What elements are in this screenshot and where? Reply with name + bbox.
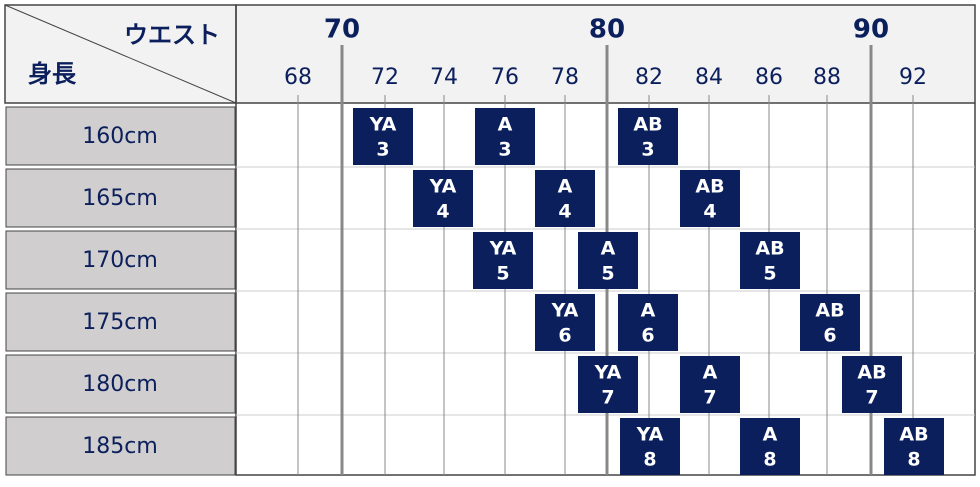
corner-diagonal xyxy=(4,4,237,104)
size-box xyxy=(842,356,902,413)
minor-tick-label: 68 xyxy=(284,65,312,90)
size-number: 5 xyxy=(763,263,776,285)
size-label: AB xyxy=(633,114,662,136)
size-label: YA xyxy=(429,176,457,198)
minor-tick-label: 72 xyxy=(371,65,399,90)
size-box xyxy=(740,232,800,289)
minor-tick-label: 78 xyxy=(551,65,579,90)
size-box xyxy=(475,108,535,165)
size-number: 5 xyxy=(496,263,509,285)
minor-tick-label: 84 xyxy=(695,65,723,90)
size-box xyxy=(413,170,473,227)
size-label: A xyxy=(641,300,656,322)
size-number: 8 xyxy=(907,449,920,471)
size-number: 6 xyxy=(558,325,571,347)
size-label: A xyxy=(601,238,616,260)
size-box xyxy=(884,418,944,475)
size-number: 4 xyxy=(558,201,571,223)
size-number: 7 xyxy=(865,387,878,409)
size-number: 7 xyxy=(703,387,716,409)
height-label: 165cm xyxy=(82,186,158,211)
height-label: 175cm xyxy=(82,310,158,335)
size-box xyxy=(535,170,595,227)
size-label: YA xyxy=(489,238,517,260)
header-bg xyxy=(5,5,975,103)
height-label: 185cm xyxy=(82,434,158,459)
height-cell xyxy=(5,168,236,228)
minor-tick-label: 86 xyxy=(755,65,783,90)
minor-tick-label: 88 xyxy=(813,65,841,90)
size-label: AB xyxy=(899,424,928,446)
height-cell xyxy=(5,292,236,352)
height-label: 160cm xyxy=(82,124,158,149)
height-label: 170cm xyxy=(82,248,158,273)
minor-tick-label: 92 xyxy=(899,65,927,90)
size-label: A xyxy=(558,176,573,198)
major-tick-label: 70 xyxy=(324,15,360,45)
size-number: 4 xyxy=(703,201,716,223)
size-label: A xyxy=(763,424,778,446)
size-number: 3 xyxy=(376,139,389,161)
size-box xyxy=(578,232,638,289)
height-cell xyxy=(5,106,236,166)
size-box xyxy=(800,294,860,351)
size-label: AB xyxy=(755,238,784,260)
size-box xyxy=(620,418,680,475)
size-label: A xyxy=(498,114,513,136)
size-number: 7 xyxy=(601,387,614,409)
height-label: 身長 xyxy=(28,60,77,88)
size-box xyxy=(578,356,638,413)
minor-tick-label: 82 xyxy=(635,65,663,90)
size-label: YA xyxy=(636,424,664,446)
size-label: AB xyxy=(857,362,886,384)
size-label: YA xyxy=(594,362,622,384)
minor-tick-label: 74 xyxy=(430,65,458,90)
size-number: 8 xyxy=(643,449,656,471)
height-cell xyxy=(5,230,236,290)
major-tick-label: 90 xyxy=(853,15,889,45)
size-number: 8 xyxy=(763,449,776,471)
size-number: 3 xyxy=(498,139,511,161)
size-label: AB xyxy=(815,300,844,322)
size-box xyxy=(535,294,595,351)
size-box xyxy=(680,170,740,227)
size-number: 3 xyxy=(641,139,654,161)
size-number: 6 xyxy=(641,325,654,347)
major-tick-label: 80 xyxy=(589,15,625,45)
size-label: A xyxy=(703,362,718,384)
size-box xyxy=(353,108,413,165)
waist-label: ウエスト xyxy=(124,21,220,49)
size-label: YA xyxy=(369,114,397,136)
size-number: 4 xyxy=(436,201,449,223)
minor-tick-label: 76 xyxy=(491,65,519,90)
size-box xyxy=(618,294,678,351)
corner-cell xyxy=(4,4,237,104)
size-label: YA xyxy=(551,300,579,322)
size-box xyxy=(740,418,800,475)
size-box xyxy=(680,356,740,413)
size-number: 5 xyxy=(601,263,614,285)
height-cell xyxy=(5,416,236,476)
height-cell xyxy=(5,354,236,414)
height-label: 180cm xyxy=(82,372,158,397)
size-label: AB xyxy=(695,176,724,198)
size-number: 6 xyxy=(823,325,836,347)
size-box xyxy=(473,232,533,289)
size-box xyxy=(618,108,678,165)
